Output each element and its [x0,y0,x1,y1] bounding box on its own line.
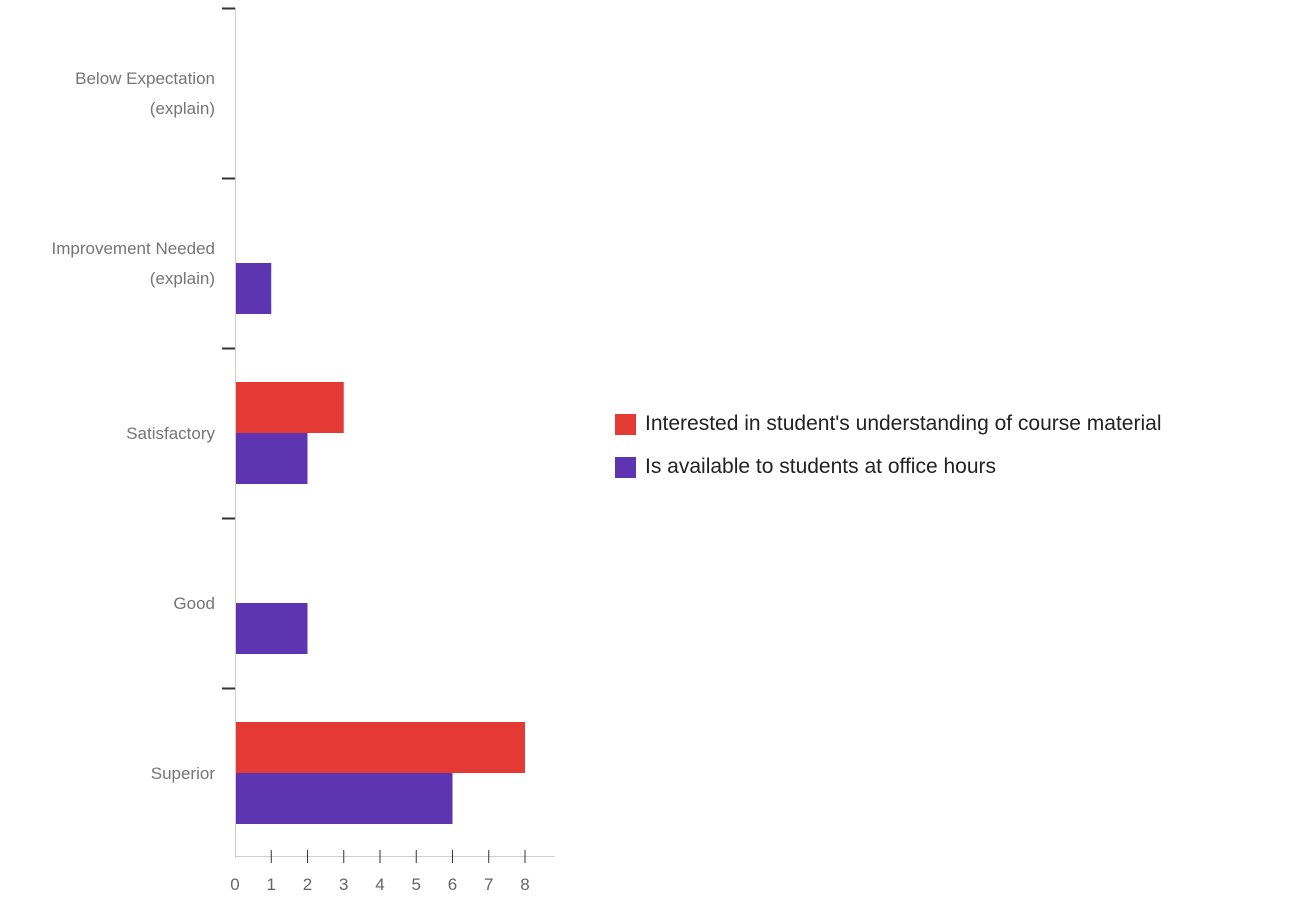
x-tick-label: 1 [267,875,276,894]
legend-item-series-1[interactable]: Interested in student's understanding of… [615,408,1161,440]
legend-swatch-series-2 [615,456,636,478]
x-tick-label: 0 [230,875,239,894]
legend-item-series-2[interactable]: Is available to students at office hours [615,451,1161,483]
x-tick-label: 3 [339,875,348,894]
category-label: (explain) [150,99,215,118]
bar-4-series-1 [235,722,525,773]
x-tick-label: 6 [448,875,457,894]
bars-group [235,263,525,824]
category-label: (explain) [150,269,215,288]
category-label: Below Expectation [75,69,215,88]
x-tick-label: 7 [484,875,493,894]
legend: Interested in student's understanding of… [615,408,1161,494]
legend-label-series-1: Interested in student's understanding of… [645,412,1162,435]
bar-3-series-2 [235,603,308,654]
legend-label-series-2: Is available to students at office hours [645,455,996,478]
category-label: Satisfactory [126,424,215,443]
x-tick-label: 2 [303,875,312,894]
x-tick-labels-group: 0 1 2 3 4 5 6 7 8 [230,875,529,894]
bar-2-series-1 [235,382,344,433]
category-labels-group: Below Expectation (explain) Improvement Ne… [52,69,216,783]
category-label: Superior [151,764,216,783]
axes-group [222,7,555,863]
x-tick-label: 8 [520,875,529,894]
category-label: Improvement Needed [52,239,215,258]
bar-4-series-2 [235,773,453,824]
x-tick-label: 5 [412,875,421,894]
category-label: Good [173,594,215,613]
x-tick-label: 4 [375,875,384,894]
bar-2-series-2 [235,433,308,484]
bar-1-series-2 [235,263,272,314]
legend-swatch-series-1 [615,413,636,435]
